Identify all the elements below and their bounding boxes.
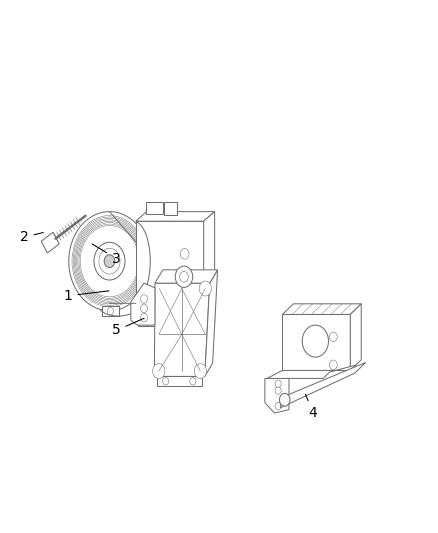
Circle shape xyxy=(188,316,196,325)
Circle shape xyxy=(329,332,337,342)
Circle shape xyxy=(275,380,281,387)
Circle shape xyxy=(329,360,337,370)
Bar xyxy=(102,306,119,316)
Text: 2: 2 xyxy=(20,230,43,244)
Circle shape xyxy=(72,215,147,307)
Bar xyxy=(146,202,162,214)
Circle shape xyxy=(99,248,120,274)
Text: 4: 4 xyxy=(305,394,318,420)
Circle shape xyxy=(279,393,290,406)
Circle shape xyxy=(194,364,207,378)
Circle shape xyxy=(180,248,189,259)
Circle shape xyxy=(141,295,148,303)
Circle shape xyxy=(75,220,144,303)
Circle shape xyxy=(77,221,142,301)
Circle shape xyxy=(78,223,141,300)
Circle shape xyxy=(175,266,193,287)
Circle shape xyxy=(199,281,212,296)
Circle shape xyxy=(141,313,148,322)
Bar xyxy=(164,202,177,215)
Bar xyxy=(138,314,157,326)
Polygon shape xyxy=(267,365,356,378)
Text: 1: 1 xyxy=(64,289,109,303)
Polygon shape xyxy=(265,378,289,413)
Polygon shape xyxy=(350,304,361,370)
Circle shape xyxy=(80,225,139,297)
Circle shape xyxy=(190,377,196,385)
Polygon shape xyxy=(280,362,366,408)
Circle shape xyxy=(107,308,113,315)
Circle shape xyxy=(152,364,165,378)
Polygon shape xyxy=(204,212,215,314)
Polygon shape xyxy=(154,283,210,376)
Circle shape xyxy=(180,271,188,282)
Polygon shape xyxy=(136,221,204,314)
Polygon shape xyxy=(283,304,361,314)
Circle shape xyxy=(79,224,140,298)
Circle shape xyxy=(69,212,150,311)
Circle shape xyxy=(275,387,281,394)
Text: 3: 3 xyxy=(92,244,120,265)
Polygon shape xyxy=(136,212,215,221)
Text: 5: 5 xyxy=(112,318,144,337)
Circle shape xyxy=(141,304,148,312)
Circle shape xyxy=(275,402,281,410)
Circle shape xyxy=(144,316,152,325)
Polygon shape xyxy=(205,270,218,376)
Polygon shape xyxy=(283,314,350,370)
Bar xyxy=(156,376,202,386)
Polygon shape xyxy=(131,283,155,325)
Circle shape xyxy=(73,217,146,305)
Bar xyxy=(182,314,201,326)
Polygon shape xyxy=(204,311,215,326)
Circle shape xyxy=(74,219,145,304)
Polygon shape xyxy=(155,270,218,283)
Circle shape xyxy=(104,255,115,268)
Circle shape xyxy=(162,377,169,385)
Polygon shape xyxy=(41,232,59,253)
Circle shape xyxy=(302,325,328,357)
Circle shape xyxy=(94,243,125,280)
